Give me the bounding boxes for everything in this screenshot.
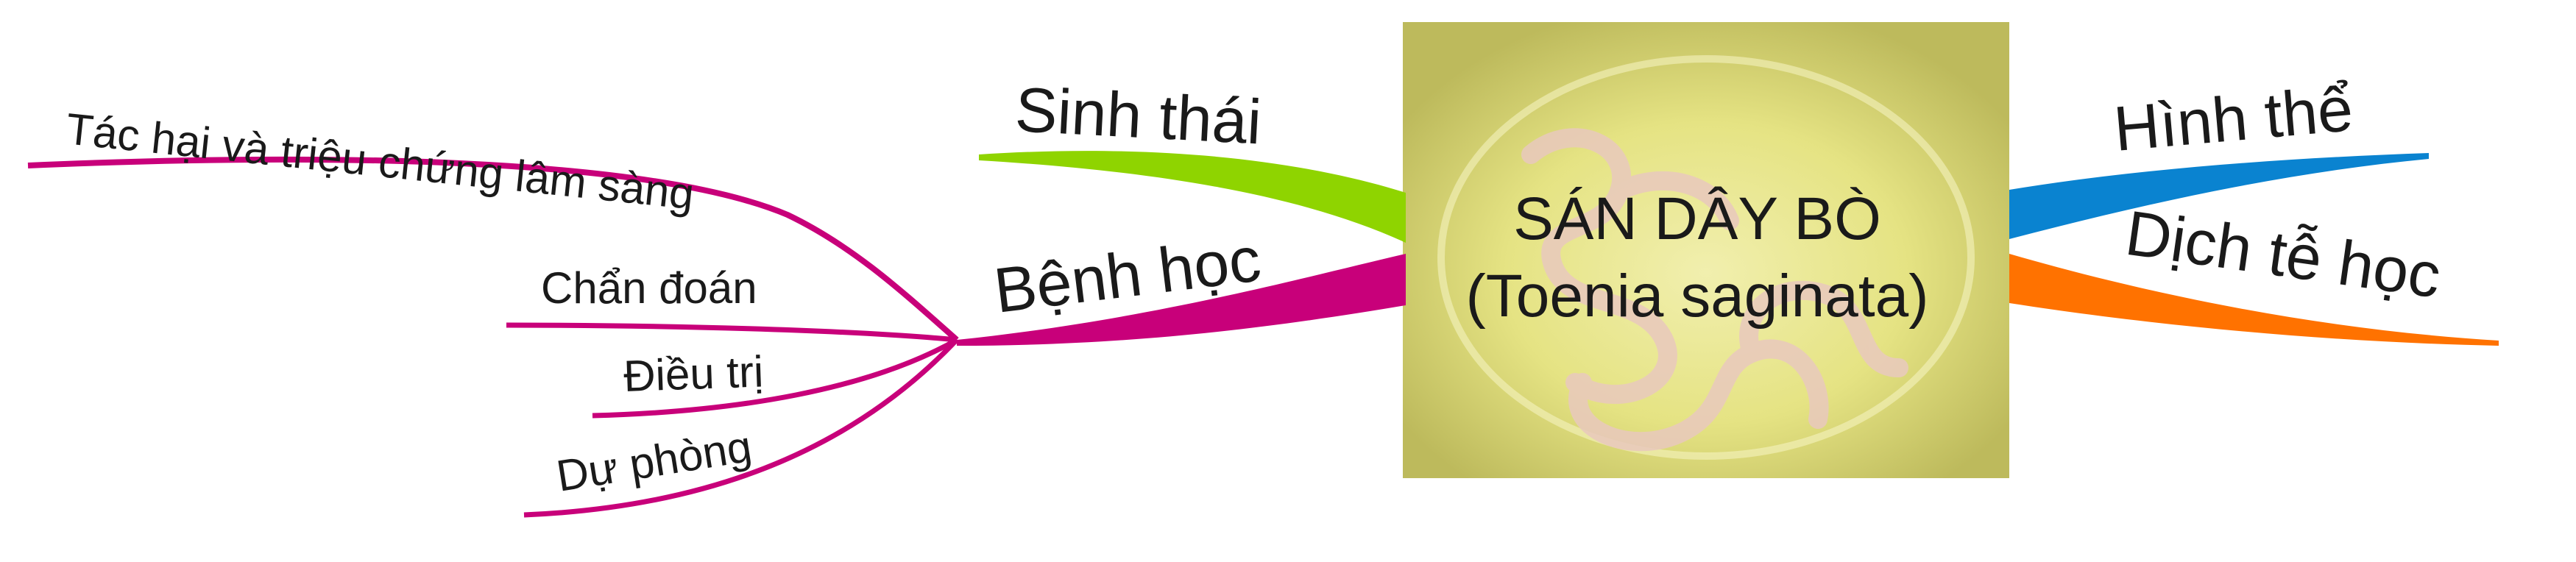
sub-branch-dieu-tri[interactable]: Điều trị (592, 337, 958, 419)
branch-sinh-thai-label: Sinh thái (1013, 74, 1263, 157)
branch-benh-hoc-line (957, 254, 1406, 346)
branch-hinh-the-line (2009, 153, 2429, 239)
sub-branch-chan-doan-line (506, 322, 958, 343)
branch-benh-hoc[interactable]: Bệnh học (957, 224, 1406, 346)
sub-branch-tac-hai-label: Tác hại và triệu chứng lâm sàng (64, 104, 697, 218)
center-title-line1: SÁN DÂY BÒ (1513, 185, 1881, 252)
branch-sinh-thai[interactable]: Sinh thái (979, 74, 1406, 243)
worm-shape (1521, 128, 1908, 452)
branch-sinh-thai-line (979, 151, 1406, 243)
center-title-line2: (Toenia saginata) (1465, 263, 1928, 330)
sub-branch-dieu-tri-line (592, 337, 958, 419)
branch-hinh-the-label: Hình thể (2111, 74, 2355, 165)
sub-branch-du-phong-label: Dự phòng (553, 422, 755, 501)
sub-branch-du-phong-line (523, 338, 959, 518)
sub-branch-chan-doan-label: Chẩn đoán (541, 263, 757, 313)
sub-branch-tac-hai[interactable]: Tác hại và triệu chứng lâm sàng (27, 104, 959, 342)
bowl-rim (1437, 55, 1975, 460)
sub-branch-tac-hai-line (27, 156, 959, 342)
branch-dich-te-hoc-line (2009, 254, 2499, 346)
sub-branch-dieu-tri-label: Điều trị (623, 346, 764, 401)
sub-branch-chan-doan[interactable]: Chẩn đoán (506, 263, 958, 343)
center-node[interactable]: SÁN DÂY BÒ (Toenia saginata) (1403, 22, 2009, 478)
